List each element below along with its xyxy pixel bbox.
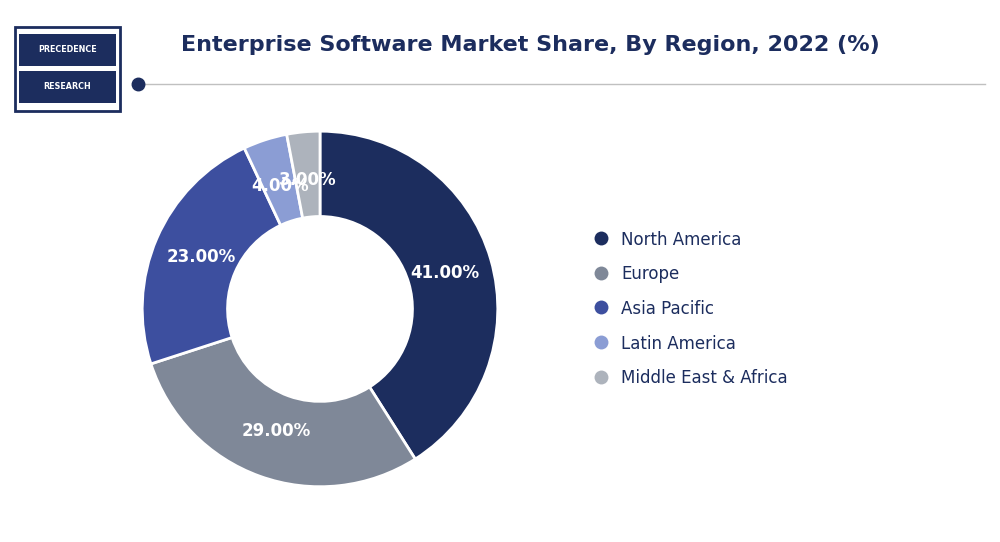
Wedge shape [320, 131, 498, 459]
Bar [19, 71, 116, 102]
Text: 29.00%: 29.00% [241, 422, 311, 440]
Wedge shape [151, 338, 415, 487]
Bar [19, 34, 116, 66]
Wedge shape [244, 134, 303, 225]
Legend: North America, Europe, Asia Pacific, Latin America, Middle East & Africa: North America, Europe, Asia Pacific, Lat… [586, 222, 796, 396]
Text: PRECEDENCE: PRECEDENCE [38, 46, 97, 54]
Text: 3.00%: 3.00% [279, 171, 337, 189]
Text: 4.00%: 4.00% [251, 177, 309, 195]
Text: 41.00%: 41.00% [410, 264, 479, 282]
Text: 23.00%: 23.00% [166, 248, 236, 267]
Text: Enterprise Software Market Share, By Region, 2022 (%): Enterprise Software Market Share, By Reg… [181, 35, 879, 55]
Wedge shape [287, 131, 320, 218]
Wedge shape [142, 148, 281, 364]
Text: RESEARCH: RESEARCH [44, 82, 91, 91]
